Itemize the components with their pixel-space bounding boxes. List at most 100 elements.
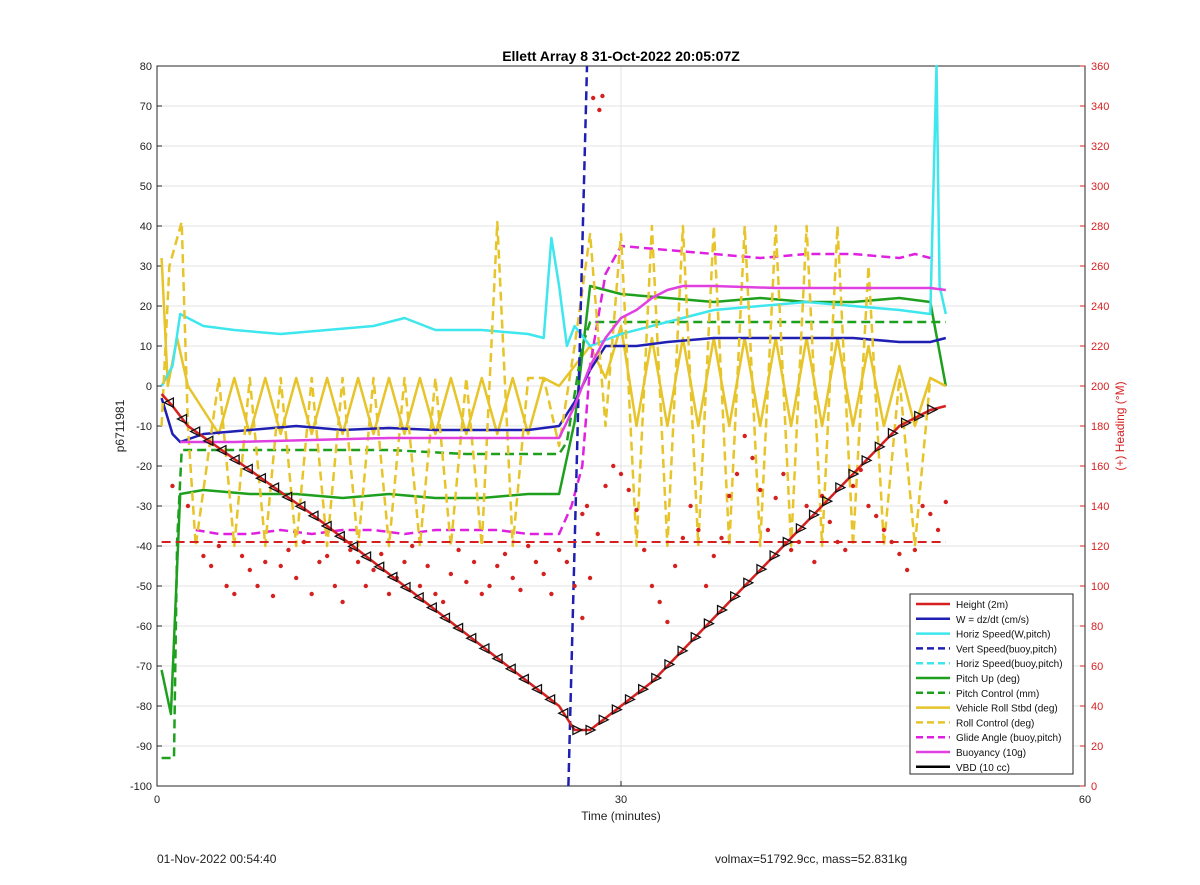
heading-point xyxy=(456,547,461,553)
heading-point xyxy=(410,543,415,549)
y2-tick-label: 0 xyxy=(1091,781,1097,793)
y-tick-label: 60 xyxy=(140,141,152,153)
footer-timestamp: 01-Nov-2022 00:54:40 xyxy=(157,852,277,866)
heading-point xyxy=(781,471,786,477)
height-marker xyxy=(743,577,755,589)
heading-point xyxy=(590,95,596,101)
height-marker xyxy=(822,495,834,507)
height-marker xyxy=(730,590,742,602)
height-marker xyxy=(491,653,503,665)
heading-point xyxy=(665,619,670,625)
heading-point xyxy=(440,599,446,605)
heading-point xyxy=(943,499,948,505)
heading-point xyxy=(874,513,879,519)
heading-point xyxy=(626,487,631,493)
series-line-0 xyxy=(160,393,947,732)
heading-point xyxy=(765,527,771,533)
heading-point xyxy=(549,591,554,597)
heading-point xyxy=(680,535,686,541)
height-marker xyxy=(254,472,267,484)
series-line-1 xyxy=(160,336,947,444)
height-marker xyxy=(835,482,847,494)
y2-tick-label: 300 xyxy=(1091,181,1109,193)
y-tick-label: 80 xyxy=(140,61,152,73)
legend-label-10: Buoyancy (10g) xyxy=(956,748,1026,759)
heading-point xyxy=(587,575,593,581)
y2-tick-label: 100 xyxy=(1091,581,1109,593)
height-marker xyxy=(452,622,464,634)
height-marker xyxy=(478,642,490,654)
y-axis-ticks: -100-90-80-70-60-50-40-30-20-10010203040… xyxy=(130,61,162,793)
heading-point xyxy=(773,495,778,501)
height-marker xyxy=(504,663,516,675)
heading-point xyxy=(912,547,918,553)
heading-point xyxy=(866,503,871,509)
heading-point xyxy=(835,539,840,545)
x-axis-ticks: 0 30 60 xyxy=(154,781,1091,806)
heading-point xyxy=(920,503,925,509)
height-marker xyxy=(320,520,332,532)
height-marker xyxy=(598,714,610,726)
height-marker xyxy=(716,604,728,616)
height-marker xyxy=(795,522,807,534)
legend-label-2: Horiz Speed(W,pitch) xyxy=(956,630,1050,641)
heading-point xyxy=(518,587,523,593)
y-tick-label: -80 xyxy=(136,701,152,713)
heading-point xyxy=(742,433,747,439)
height-marker xyxy=(215,444,227,456)
heading-point xyxy=(649,583,655,589)
heading-point xyxy=(618,471,624,477)
height-marker xyxy=(333,530,345,542)
heading-point xyxy=(239,553,245,559)
heading-point xyxy=(224,583,229,589)
series-line-5 xyxy=(160,284,948,716)
height-marker xyxy=(900,417,913,429)
series-layer xyxy=(160,64,948,787)
y2-axis-label: (+) Heading (°M) xyxy=(1113,381,1127,470)
heading-point xyxy=(603,483,608,489)
height-marker xyxy=(425,602,437,614)
height-marker xyxy=(399,581,411,593)
heading-point xyxy=(510,575,515,581)
height-marker xyxy=(294,500,306,512)
heading-point xyxy=(216,543,222,549)
chart-title: Ellett Array 8 31-Oct-2022 20:05:07Z xyxy=(502,48,740,64)
height-marker xyxy=(557,707,569,719)
height-marker xyxy=(189,425,201,438)
legend-label-1: W = dz/dt (cm/s) xyxy=(956,615,1029,626)
y2-tick-label: 120 xyxy=(1091,541,1109,553)
height-marker xyxy=(531,683,543,695)
heading-point xyxy=(812,559,817,565)
heading-point xyxy=(417,583,423,589)
series-line-2 xyxy=(160,64,948,387)
y-tick-label: 50 xyxy=(140,181,152,193)
y-tick-label: -10 xyxy=(136,421,152,433)
heading-point xyxy=(889,539,894,545)
heading-point xyxy=(340,599,345,605)
heading-point xyxy=(348,547,353,553)
legend: Height (2m) W = dz/dt (cm/s) Horiz Speed(W… xyxy=(909,593,1074,775)
heading-point xyxy=(796,539,802,545)
heading-point xyxy=(324,553,330,559)
y-tick-label: -100 xyxy=(130,781,152,793)
heading-point xyxy=(727,493,732,499)
y-tick-label: -30 xyxy=(136,501,152,513)
x-tick-label: 30 xyxy=(615,794,627,806)
heading-point xyxy=(526,543,531,549)
heading-point xyxy=(634,507,639,513)
heading-point xyxy=(425,563,430,569)
heading-point xyxy=(479,591,484,597)
heading-point xyxy=(642,547,647,553)
heading-point xyxy=(270,593,276,599)
legend-label-9: Glide Angle (buoy,pitch) xyxy=(956,733,1061,744)
heading-point xyxy=(185,503,191,509)
heading-point xyxy=(495,563,500,569)
heading-point xyxy=(332,583,338,589)
heading-point xyxy=(556,547,562,553)
height-marker xyxy=(848,468,860,480)
heading-point xyxy=(611,463,616,469)
heading-point xyxy=(572,583,577,589)
heading-point xyxy=(232,591,237,597)
heading-point xyxy=(750,455,755,461)
heading-point xyxy=(317,559,322,565)
